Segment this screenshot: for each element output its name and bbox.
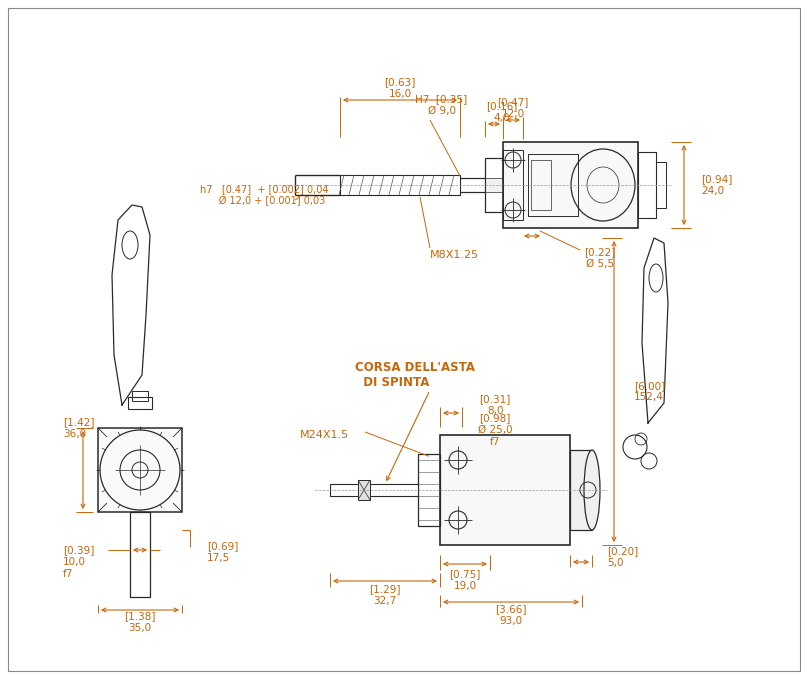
Ellipse shape [584, 450, 600, 530]
Text: [1.29]
32,7: [1.29] 32,7 [369, 584, 401, 606]
Text: [1.42]
36,0: [1.42] 36,0 [63, 417, 95, 439]
Bar [358, 480, 370, 500]
Text: [0.20]
5,0: [0.20] 5,0 [607, 546, 638, 568]
Bar [487, 178, 503, 192]
Bar [130, 512, 150, 597]
Polygon shape [642, 238, 668, 423]
Bar [330, 484, 418, 496]
Text: [0.98]
Ø 25,0
f7: [0.98] Ø 25,0 f7 [478, 414, 512, 447]
Bar [503, 150, 523, 220]
Text: M24X1.5: M24X1.5 [300, 430, 349, 440]
Text: CORSA DELL'ASTA
  DI SPINTA: CORSA DELL'ASTA DI SPINTA [355, 361, 475, 389]
Bar [418, 454, 440, 526]
Text: H7  [0.35]
    Ø 9,0: H7 [0.35] Ø 9,0 [415, 94, 467, 116]
Bar [638, 152, 656, 218]
Text: h7   [0.47]  + [0.002] 0,04
      Ø 12,0 + [0.001] 0,03: h7 [0.47] + [0.002] 0,04 Ø 12,0 + [0.001… [200, 184, 329, 206]
Bar [340, 175, 460, 195]
Bar [503, 142, 638, 228]
Text: [6.00]
152,4: [6.00] 152,4 [634, 381, 665, 402]
Text: [3.66]
93,0: [3.66] 93,0 [495, 604, 527, 626]
Text: [0.39]
10,0
f7: [0.39] 10,0 f7 [63, 545, 95, 579]
Bar [440, 435, 570, 545]
Text: M8X1.25: M8X1.25 [430, 250, 479, 260]
Text: [0.69]
17,5: [0.69] 17,5 [207, 541, 238, 563]
Bar [531, 160, 551, 210]
Polygon shape [112, 205, 150, 405]
Text: [0.47]
12,0: [0.47] 12,0 [497, 97, 528, 119]
Text: [0.63]
16,0: [0.63] 16,0 [385, 77, 415, 99]
Text: [0.22]
Ø 5,5: [0.22] Ø 5,5 [584, 247, 616, 269]
Text: [0.75]
19,0: [0.75] 19,0 [449, 569, 481, 591]
Bar [528, 154, 578, 216]
Bar [98, 428, 182, 512]
Text: [1.38]
35,0: [1.38] 35,0 [124, 611, 156, 633]
Bar [128, 397, 152, 409]
Text: [0.16]
4,0: [0.16] 4,0 [486, 101, 518, 123]
Bar [570, 450, 592, 530]
Bar [656, 162, 666, 208]
Bar [132, 391, 148, 401]
Text: [0.31]
8,0: [0.31] 8,0 [479, 394, 511, 416]
Bar [485, 158, 503, 212]
Text: [0.94]
24,0: [0.94] 24,0 [701, 175, 732, 196]
